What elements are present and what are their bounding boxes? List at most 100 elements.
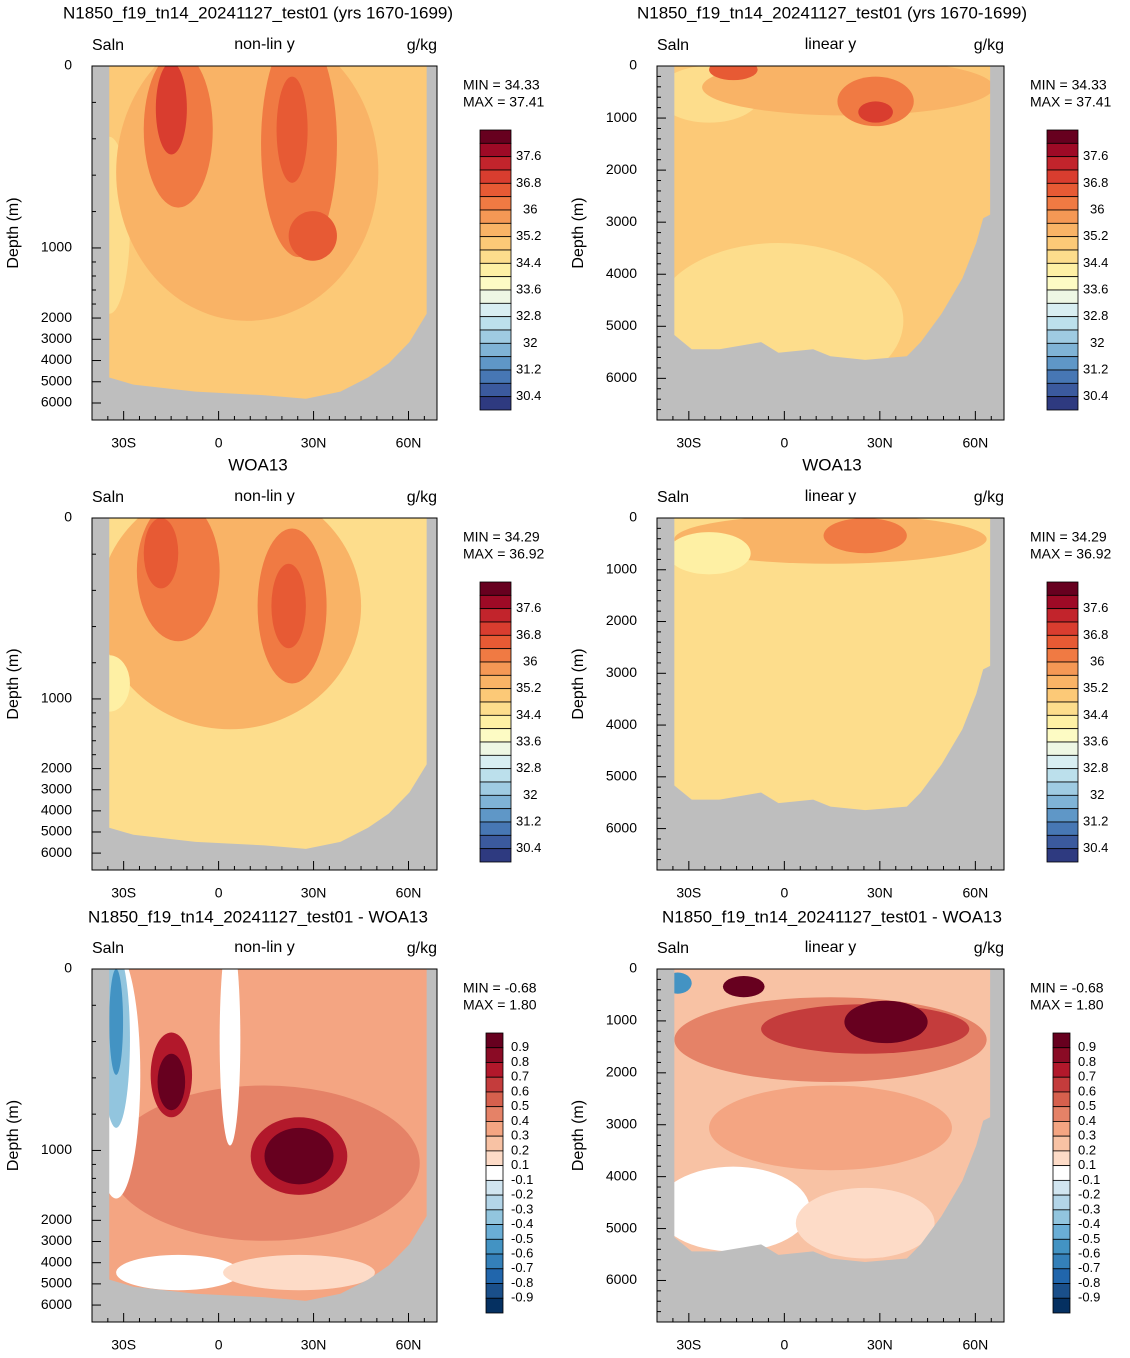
colorbar-label: 0.2 bbox=[511, 1142, 529, 1157]
colorbar-box bbox=[1052, 1165, 1071, 1181]
colorbar-box bbox=[1046, 342, 1079, 358]
land-mask bbox=[92, 66, 437, 420]
center-label: linear y bbox=[805, 939, 857, 956]
colorbar-box bbox=[485, 1283, 504, 1299]
colorbar-box bbox=[485, 1091, 504, 1108]
colorbar-box bbox=[485, 1121, 504, 1137]
contour-region bbox=[844, 1000, 928, 1044]
contour-region bbox=[116, 1254, 241, 1291]
y-tick-label: 0 bbox=[64, 57, 72, 73]
left-label: Saln bbox=[657, 489, 689, 506]
contour-region bbox=[271, 563, 306, 649]
colorbar-label: 0.1 bbox=[511, 1157, 529, 1172]
colorbar-box bbox=[1046, 369, 1079, 384]
colorbar-box bbox=[1046, 608, 1079, 623]
x-tick-label: 60N bbox=[963, 1337, 989, 1353]
colorbar-box bbox=[479, 209, 512, 224]
colorbar-box bbox=[479, 661, 512, 676]
colorbar-box bbox=[1046, 196, 1079, 211]
y-tick-label: 3000 bbox=[41, 780, 72, 796]
colorbar-box bbox=[1046, 781, 1079, 796]
field bbox=[657, 66, 1004, 420]
center-label: linear y bbox=[805, 36, 857, 53]
y-tick-label: 2000 bbox=[41, 309, 72, 325]
colorbar-box bbox=[485, 1238, 504, 1255]
field bbox=[92, 518, 437, 870]
colorbar-box bbox=[479, 156, 512, 171]
colorbar-box bbox=[1052, 1062, 1071, 1078]
x-tick-label: 30N bbox=[867, 435, 893, 451]
y-tick-label: 1000 bbox=[606, 1012, 637, 1028]
colorbar-box bbox=[1052, 1076, 1071, 1093]
colorbar-label: -0.4 bbox=[1078, 1216, 1100, 1231]
colorbar-label: 36 bbox=[523, 201, 537, 216]
land-mask bbox=[657, 66, 1004, 420]
colorbar-label: 31.2 bbox=[1083, 813, 1108, 828]
colorbar-box bbox=[1046, 156, 1079, 171]
colorbar-label: -0.8 bbox=[1078, 1275, 1100, 1290]
y-tick-label: 3000 bbox=[41, 1232, 72, 1248]
colorbar-box bbox=[485, 1268, 504, 1284]
x-tick-label: 60N bbox=[963, 435, 989, 451]
panel: N1850_f19_tn14_20241127_test01 - WOA13 Sa… bbox=[570, 907, 1104, 1352]
colorbar-box bbox=[485, 1209, 504, 1225]
x-tick-label: 60N bbox=[963, 885, 989, 901]
colorbar-label: 30.4 bbox=[516, 388, 541, 403]
colorbar-label: -0.6 bbox=[511, 1245, 533, 1260]
colorbar-label: 36 bbox=[1090, 201, 1104, 216]
colorbar-label: 30.4 bbox=[1083, 840, 1108, 855]
colorbar-label: 0.9 bbox=[511, 1039, 529, 1054]
colorbar-label: 36.8 bbox=[516, 627, 541, 642]
y-tick-label: 6000 bbox=[606, 819, 637, 835]
colorbar-label: -0.5 bbox=[511, 1231, 533, 1246]
colorbar-box bbox=[1052, 1238, 1071, 1255]
plot-frame bbox=[91, 517, 438, 871]
colorbar-label: -0.4 bbox=[511, 1216, 533, 1231]
max-label: MAX = 37.41 bbox=[1030, 94, 1112, 110]
x-tick-label: 30N bbox=[867, 885, 893, 901]
y-tick-label: 5000 bbox=[606, 768, 637, 784]
y-axis-label: Depth (m) bbox=[570, 648, 587, 719]
colorbar-box bbox=[1046, 848, 1079, 863]
colorbar-box bbox=[479, 276, 512, 291]
y-tick-label: 2000 bbox=[606, 161, 637, 177]
colorbar-label: 0.6 bbox=[511, 1083, 529, 1098]
y-tick-label: 5000 bbox=[41, 1275, 72, 1291]
y-tick-label: 3000 bbox=[606, 664, 637, 680]
colorbar-label: 34.4 bbox=[1083, 255, 1108, 270]
colorbar-box bbox=[1052, 1106, 1071, 1122]
colorbar-box bbox=[1046, 701, 1079, 716]
colorbar-label: 32 bbox=[1090, 787, 1104, 802]
colorbar-box bbox=[479, 594, 512, 610]
colorbar-label: 0.7 bbox=[1078, 1069, 1096, 1084]
colorbar-label: 37.6 bbox=[1083, 148, 1108, 163]
x-tick-label: 30N bbox=[301, 435, 327, 451]
colorbar-label: 0.4 bbox=[511, 1113, 529, 1128]
colorbar-box bbox=[479, 834, 512, 850]
right-label: g/kg bbox=[407, 489, 437, 506]
land-mask bbox=[92, 518, 437, 870]
colorbar-box bbox=[1046, 661, 1079, 676]
y-tick-label: 6000 bbox=[41, 394, 72, 410]
colorbar-box bbox=[1052, 1224, 1071, 1240]
contour-region bbox=[223, 1254, 375, 1291]
colorbar-label: 36 bbox=[523, 653, 537, 668]
colorbar-box bbox=[479, 129, 512, 144]
x-tick-label: 30S bbox=[676, 1337, 701, 1353]
max-label: MAX = 1.80 bbox=[463, 997, 537, 1013]
colorbar-box bbox=[479, 196, 512, 211]
colorbar-box bbox=[1052, 1047, 1071, 1063]
y-tick-label: 6000 bbox=[606, 369, 637, 385]
colorbar-label: 36 bbox=[1090, 653, 1104, 668]
panel-title: WOA13 bbox=[802, 455, 862, 474]
colorbar-box bbox=[1046, 674, 1079, 690]
colorbar-box bbox=[479, 329, 512, 344]
y-tick-label: 1000 bbox=[41, 1141, 72, 1157]
x-tick-label: 60N bbox=[396, 1337, 422, 1353]
colorbar-label: -0.9 bbox=[511, 1290, 533, 1305]
colorbar-label: 34.4 bbox=[516, 707, 541, 722]
panel-title: N1850_f19_tn14_20241127_test01 - WOA13 bbox=[88, 907, 428, 926]
field bbox=[657, 969, 1004, 1322]
